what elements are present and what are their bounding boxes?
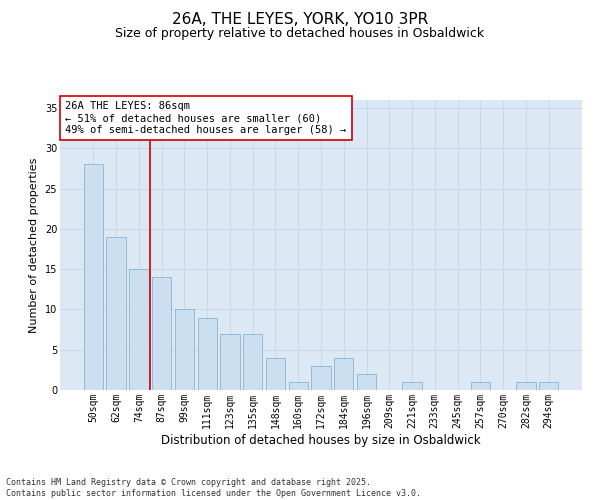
Bar (243, 334, 262, 390)
Bar (403, 382, 422, 390)
Bar (539, 382, 558, 390)
Bar (197, 318, 217, 390)
Bar (334, 358, 353, 390)
Bar (516, 382, 536, 390)
Bar (220, 334, 239, 390)
Bar (175, 310, 194, 390)
Bar (470, 382, 490, 390)
Text: Size of property relative to detached houses in Osbaldwick: Size of property relative to detached ho… (115, 28, 485, 40)
Text: 26A, THE LEYES, YORK, YO10 3PR: 26A, THE LEYES, YORK, YO10 3PR (172, 12, 428, 28)
Y-axis label: Number of detached properties: Number of detached properties (29, 158, 39, 332)
Text: Contains HM Land Registry data © Crown copyright and database right 2025.
Contai: Contains HM Land Registry data © Crown c… (6, 478, 421, 498)
Bar (152, 277, 172, 390)
Bar (106, 237, 126, 390)
Bar (84, 164, 103, 390)
Text: 26A THE LEYES: 86sqm
← 51% of detached houses are smaller (60)
49% of semi-detac: 26A THE LEYES: 86sqm ← 51% of detached h… (65, 102, 346, 134)
X-axis label: Distribution of detached houses by size in Osbaldwick: Distribution of detached houses by size … (161, 434, 481, 446)
Bar (357, 374, 376, 390)
Bar (129, 269, 149, 390)
Bar (311, 366, 331, 390)
Bar (266, 358, 285, 390)
Bar (289, 382, 308, 390)
